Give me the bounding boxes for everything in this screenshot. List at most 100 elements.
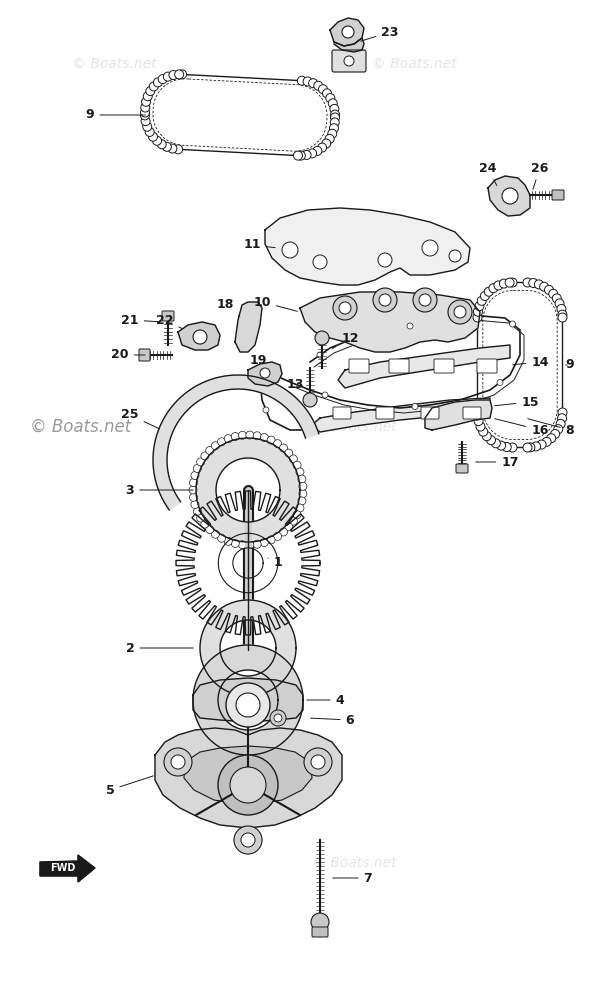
Circle shape [145,128,154,136]
Circle shape [152,136,161,145]
Circle shape [529,279,538,287]
Circle shape [526,442,535,452]
Circle shape [491,439,500,447]
Text: 1: 1 [268,556,283,570]
Circle shape [293,461,301,469]
Circle shape [308,149,317,158]
Polygon shape [248,362,282,386]
Circle shape [325,134,334,143]
Text: 14: 14 [513,355,549,369]
Circle shape [218,755,278,815]
Circle shape [280,444,287,452]
Circle shape [206,446,214,454]
Circle shape [557,414,566,423]
Circle shape [489,284,498,292]
Text: FWD: FWD [50,863,76,873]
Circle shape [484,287,493,296]
Polygon shape [312,398,490,432]
Polygon shape [153,375,319,510]
Circle shape [201,452,209,460]
Circle shape [274,533,281,541]
Text: © Boats.net: © Boats.net [312,420,397,434]
Circle shape [270,710,286,726]
FancyBboxPatch shape [162,311,174,321]
Circle shape [191,472,199,480]
Circle shape [537,440,546,449]
FancyBboxPatch shape [312,927,328,937]
Circle shape [236,693,260,717]
Circle shape [314,81,323,90]
Circle shape [474,417,483,426]
Circle shape [549,289,558,298]
Text: © Boats.net: © Boats.net [72,57,157,71]
Circle shape [330,118,339,127]
Circle shape [482,432,491,440]
Circle shape [285,523,293,531]
Circle shape [331,110,340,119]
FancyBboxPatch shape [421,407,439,419]
Circle shape [206,526,214,534]
Circle shape [274,714,282,722]
Text: 11: 11 [243,238,275,251]
Circle shape [313,255,327,269]
Text: 18: 18 [217,298,240,316]
Circle shape [197,458,205,466]
Circle shape [231,433,239,440]
Polygon shape [425,400,492,430]
Circle shape [554,425,563,434]
Text: 25: 25 [121,408,160,429]
Text: 7: 7 [333,871,373,885]
Circle shape [308,78,317,87]
Circle shape [322,392,328,398]
Text: 2: 2 [125,642,193,654]
Circle shape [454,306,466,318]
Circle shape [378,253,392,267]
Circle shape [313,146,322,155]
Circle shape [224,538,232,545]
Circle shape [246,541,254,549]
Circle shape [304,748,332,776]
Circle shape [158,75,167,83]
FancyBboxPatch shape [477,359,497,373]
Polygon shape [193,645,303,755]
Circle shape [193,465,202,473]
Circle shape [502,442,511,451]
Circle shape [544,285,553,294]
Text: © Boats.net: © Boats.net [372,57,457,71]
Circle shape [509,321,515,327]
Circle shape [344,56,354,66]
Circle shape [267,536,275,543]
Text: 19: 19 [250,353,266,370]
Circle shape [558,310,567,319]
Circle shape [164,748,192,776]
Circle shape [508,443,517,452]
Circle shape [168,144,177,153]
FancyBboxPatch shape [552,190,564,200]
Circle shape [473,313,482,322]
Circle shape [267,437,275,444]
Polygon shape [488,176,530,216]
Circle shape [422,240,438,256]
Circle shape [505,279,514,287]
Text: 9: 9 [86,109,145,122]
Circle shape [298,77,307,85]
Circle shape [241,833,255,847]
Circle shape [315,331,329,345]
Polygon shape [330,18,364,46]
Circle shape [231,540,239,547]
Text: 10: 10 [253,295,298,311]
Circle shape [302,150,311,160]
Polygon shape [200,600,296,696]
Circle shape [141,103,150,112]
Circle shape [333,296,357,320]
Circle shape [479,427,488,437]
Circle shape [253,432,261,439]
Text: 23: 23 [361,26,398,41]
Circle shape [523,278,532,287]
Circle shape [475,301,484,311]
FancyBboxPatch shape [389,359,409,373]
Circle shape [330,104,339,114]
Circle shape [499,279,508,288]
Circle shape [542,438,551,446]
Circle shape [293,511,301,519]
